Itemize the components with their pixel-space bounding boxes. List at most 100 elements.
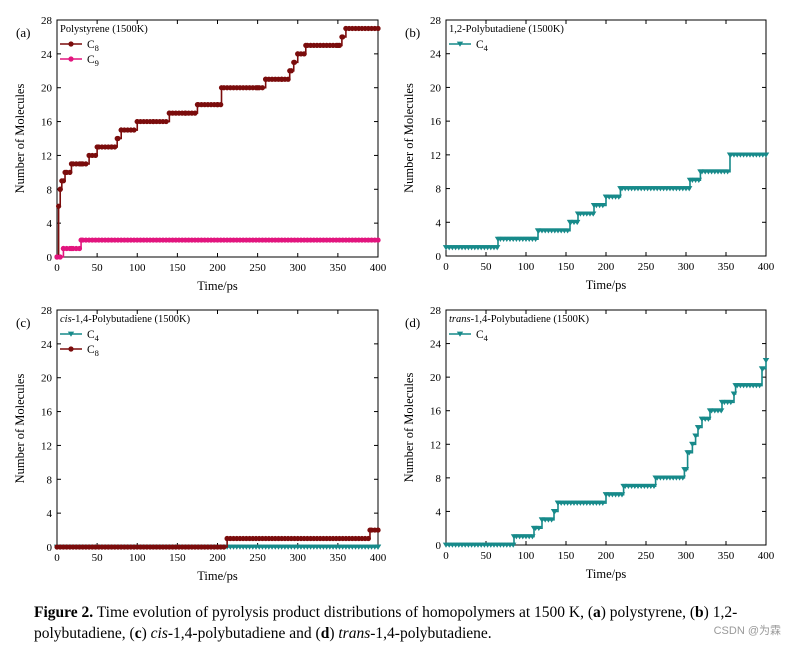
x-tick-label: 350 bbox=[330, 552, 347, 564]
x-axis-label: Time/ps bbox=[586, 278, 627, 292]
data-point bbox=[131, 127, 137, 133]
data-point bbox=[697, 169, 704, 175]
legend-marker bbox=[67, 331, 75, 337]
data-point bbox=[60, 245, 67, 252]
data-point bbox=[510, 534, 518, 540]
data-point bbox=[78, 237, 84, 243]
legend-subscript: 8 bbox=[95, 348, 99, 358]
figure-charts: 0 50 100 150 200 250 300 350 4000481216202428Tim… bbox=[13, 15, 775, 583]
data-point bbox=[108, 144, 115, 150]
y-tick-label: 4 bbox=[436, 506, 442, 518]
x-tick-label: 150 bbox=[169, 552, 186, 564]
data-point bbox=[365, 535, 371, 542]
legend-entry: C8 bbox=[60, 344, 99, 358]
x-tick-label: 100 bbox=[129, 552, 146, 564]
x-tick-label: 0 bbox=[54, 552, 60, 564]
data-point bbox=[686, 177, 694, 183]
figure-caption: Figure 2. Time evolution of pyrolysis pr… bbox=[34, 602, 774, 644]
data-point bbox=[554, 500, 562, 506]
x-tick-label: 250 bbox=[249, 552, 266, 564]
data-point bbox=[367, 527, 373, 533]
chart-title: 1,2-Polybutadiene (1500K) bbox=[449, 24, 564, 35]
chart-title-main: Polystyrene (1500K) bbox=[60, 24, 148, 35]
data-point bbox=[681, 467, 688, 473]
legend-entry: C4 bbox=[449, 39, 489, 53]
data-point bbox=[259, 85, 266, 91]
y-axis-label: Number of Molecules bbox=[13, 374, 27, 484]
y-tick-label: 16 bbox=[430, 116, 442, 128]
panel-label: (d) bbox=[405, 315, 420, 330]
data-point bbox=[68, 245, 75, 252]
series-line bbox=[446, 154, 766, 249]
chart-panel-a: 0 50 100 150 200 250 300 350 400 0 4 8 12 16 20 24 28 Tim… bbox=[13, 15, 387, 293]
data-point bbox=[192, 110, 198, 116]
data-point bbox=[279, 76, 285, 82]
data-point bbox=[762, 152, 770, 158]
data-point bbox=[730, 391, 738, 397]
x-tick-label: 150 bbox=[169, 262, 186, 274]
data-point bbox=[686, 186, 693, 192]
data-point bbox=[343, 25, 349, 32]
y-tick-label: 28 bbox=[430, 305, 442, 317]
data-point bbox=[295, 51, 301, 57]
watermark: CSDN @为霖 bbox=[713, 625, 781, 637]
data-point bbox=[285, 76, 291, 82]
y-tick-label: 0 bbox=[47, 252, 53, 264]
caption-a: a bbox=[593, 604, 601, 621]
data-point bbox=[494, 236, 502, 242]
data-point bbox=[92, 152, 99, 159]
legend-marker bbox=[68, 346, 74, 352]
legend-subscript: 8 bbox=[95, 43, 99, 53]
caption-label: Figure 2. bbox=[34, 604, 94, 621]
x-tick-label: 150 bbox=[558, 261, 575, 273]
data-point bbox=[538, 517, 546, 523]
y-tick-label: 4 bbox=[47, 508, 53, 520]
x-tick-label: 250 bbox=[249, 262, 266, 274]
chart-title-prefix: cis bbox=[60, 314, 72, 325]
data-point bbox=[335, 42, 341, 48]
data-point bbox=[564, 228, 571, 234]
chart-panel-b: 0 50 100 150 200 250 300 350 400 0 4 8 12 16 20 24 28 Tim… bbox=[402, 15, 775, 292]
plot-frame bbox=[56, 309, 379, 548]
caption-trans: trans bbox=[338, 625, 371, 642]
caption-t6: -1,4-polybutadiene. bbox=[370, 625, 492, 642]
data-point bbox=[574, 211, 582, 217]
legend-entry: C4 bbox=[60, 329, 100, 343]
data-point bbox=[726, 152, 734, 158]
data-point bbox=[548, 517, 555, 523]
legend-label: C4 bbox=[87, 329, 100, 343]
x-tick-label: 400 bbox=[370, 552, 387, 564]
data-point bbox=[57, 186, 63, 192]
legend-entry: C9 bbox=[60, 54, 99, 68]
data-point bbox=[57, 254, 63, 260]
legend-marker bbox=[68, 41, 74, 47]
data-point bbox=[118, 127, 124, 133]
x-tick-label: 50 bbox=[481, 550, 493, 562]
data-point bbox=[194, 102, 201, 108]
legend-entry: C4 bbox=[449, 329, 489, 343]
data-point bbox=[339, 34, 345, 40]
series-C4 bbox=[442, 357, 770, 548]
x-tick-label: 150 bbox=[558, 550, 575, 562]
data-point bbox=[535, 525, 542, 532]
caption-c: c bbox=[134, 625, 142, 642]
data-point bbox=[68, 161, 75, 167]
data-point bbox=[150, 118, 156, 125]
data-point bbox=[718, 408, 725, 414]
series-C8 bbox=[54, 527, 381, 550]
chart-title-main: -1,4-Polybutadiene (1500K) bbox=[471, 314, 590, 325]
data-point bbox=[695, 177, 702, 183]
data-point bbox=[684, 450, 691, 456]
x-tick-label: 250 bbox=[638, 550, 655, 562]
y-tick-label: 4 bbox=[436, 217, 442, 229]
caption-text-a: Time evolution of pyrolysis product dist… bbox=[96, 604, 593, 621]
caption-open-b: ( bbox=[689, 604, 696, 621]
data-point bbox=[78, 161, 84, 167]
y-tick-label: 20 bbox=[430, 372, 442, 384]
y-tick-label: 24 bbox=[41, 49, 53, 61]
y-axis-label: Number of Molecules bbox=[402, 373, 416, 483]
data-point bbox=[83, 161, 89, 167]
data-point bbox=[303, 42, 309, 48]
y-tick-label: 8 bbox=[47, 474, 53, 486]
x-tick-label: 200 bbox=[598, 550, 615, 562]
